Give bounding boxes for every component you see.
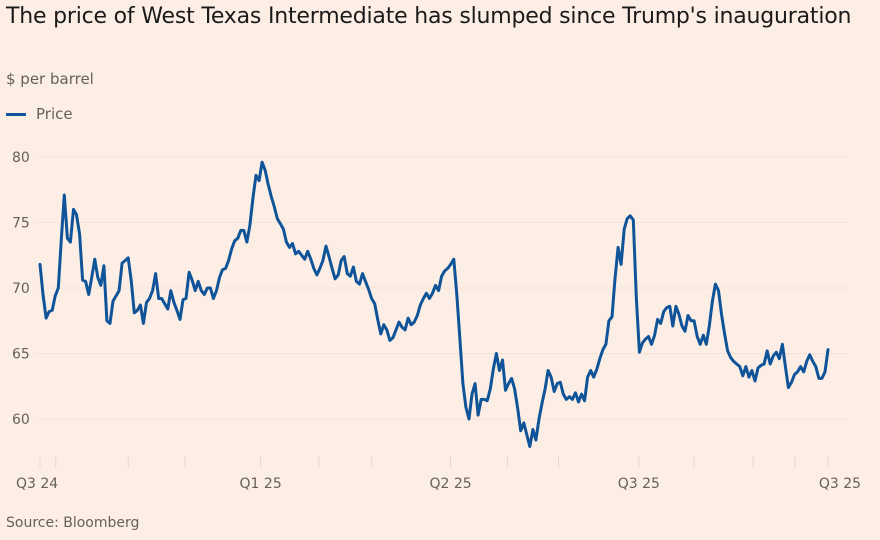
x-tick-label: Q3 25 (618, 476, 660, 492)
x-tick-label: Q3 24 (16, 476, 58, 492)
x-axis: Q3 24 Q1 25 Q2 25 Q3 25 Q3 25 (16, 456, 861, 492)
source-note: Source: Bloomberg (6, 515, 140, 531)
x-tick-label: Q2 25 (429, 476, 471, 492)
chart-title: The price of West Texas Intermediate has… (6, 4, 852, 29)
y-tick-label: 75 (12, 216, 30, 232)
y-tick-label: 70 (12, 281, 30, 297)
y-axis: 60 65 70 75 80 (12, 150, 30, 428)
price-series-line (38, 160, 830, 448)
y-tick-label: 80 (12, 150, 30, 166)
x-tick-label: Q3 25 (819, 476, 861, 492)
gridlines (36, 156, 848, 420)
x-tick-label: Q1 25 (240, 476, 282, 492)
legend-label-price: Price (36, 105, 73, 123)
y-tick-label: 65 (12, 347, 30, 363)
y-tick-label: 60 (12, 412, 30, 428)
legend: Price (6, 105, 73, 123)
y-axis-unit-label: $ per barrel (6, 70, 94, 88)
legend-swatch-price (6, 112, 26, 116)
